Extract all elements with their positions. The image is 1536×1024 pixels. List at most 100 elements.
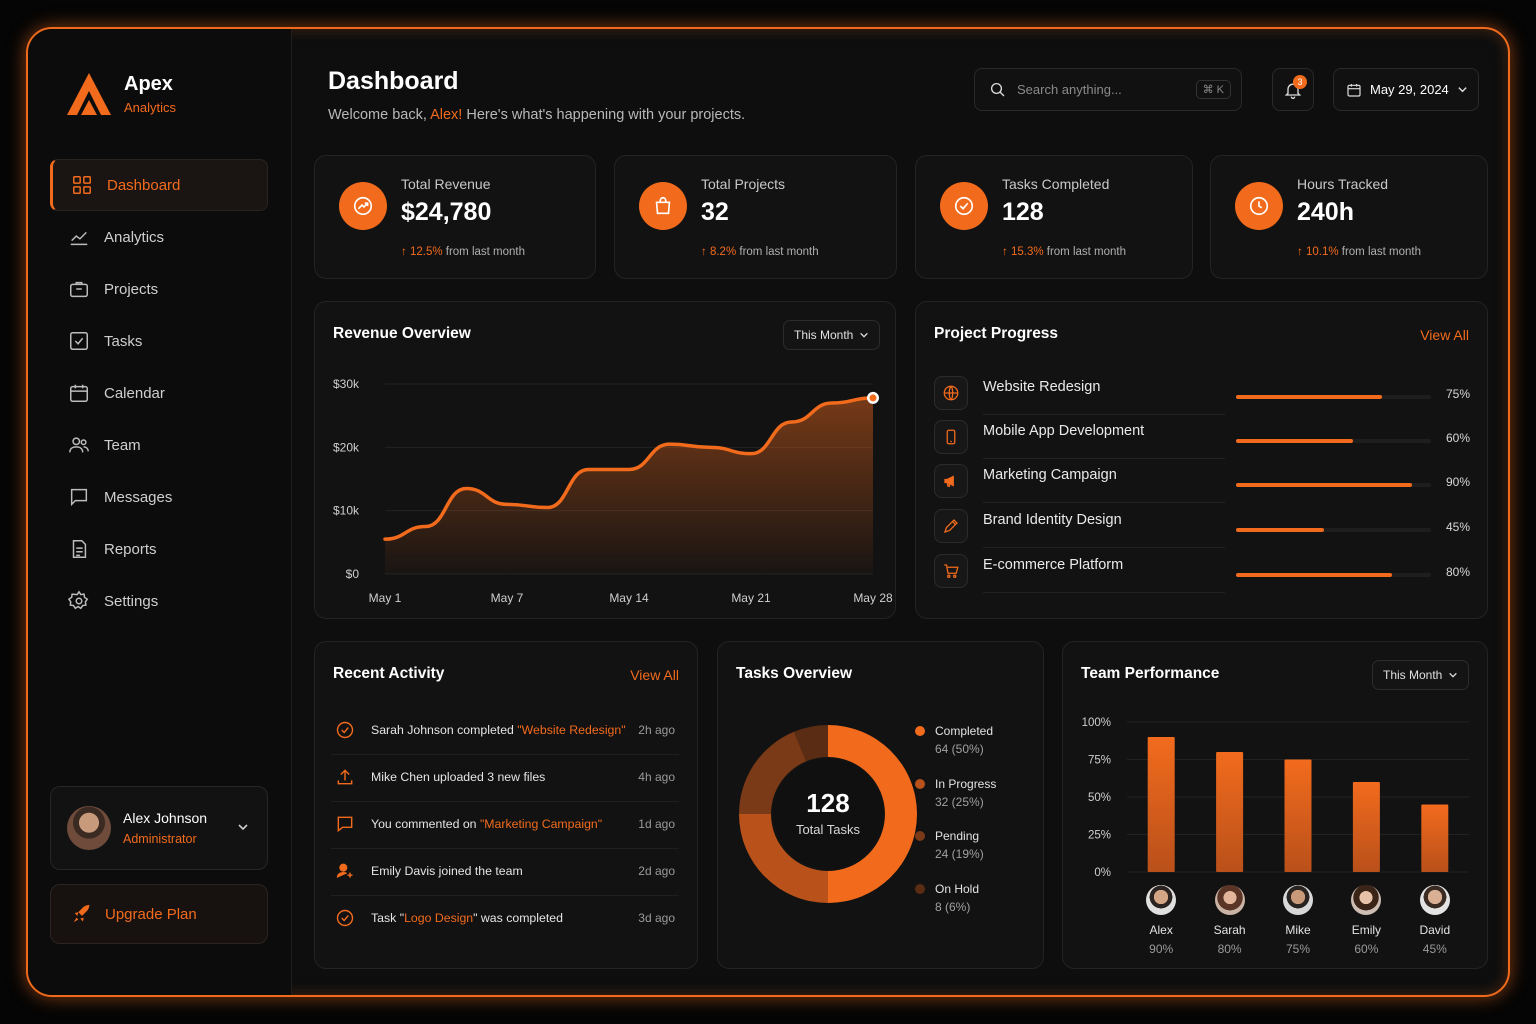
arrow-up-icon: ↑: [1002, 246, 1011, 258]
activity-view-all-link[interactable]: View All: [630, 667, 679, 683]
sidebar-item-label: Tasks: [104, 332, 143, 350]
legend-value: 32 (25%): [935, 795, 984, 809]
grid-icon: [73, 176, 91, 194]
notification-count-badge: 3: [1293, 75, 1307, 89]
date-picker[interactable]: May 29, 2024: [1333, 68, 1479, 111]
sidebar-item-messages[interactable]: Messages: [50, 471, 268, 523]
sidebar-item-projects[interactable]: Projects: [50, 263, 268, 315]
donut-center-label: Total Tasks: [795, 822, 861, 837]
legend-item: Pending 24 (19%): [915, 827, 984, 863]
stat-change-value: 15.3%: [1010, 246, 1044, 258]
project-row[interactable]: Marketing Campaign 90%: [934, 462, 1470, 506]
projects-view-all-link[interactable]: View All: [1420, 327, 1469, 343]
sidebar-item-label: Calendar: [104, 384, 165, 402]
stat-label: Tasks Completed: [1002, 176, 1110, 192]
member-name: David: [1419, 923, 1451, 937]
arrow-up-icon: ↑: [1297, 246, 1306, 258]
sidebar-item-calendar[interactable]: Calendar: [50, 367, 268, 419]
project-row[interactable]: Brand Identity Design 45%: [934, 507, 1470, 551]
revenue-period-dropdown[interactable]: This Month: [783, 320, 881, 350]
avatar: [1351, 885, 1382, 915]
sidebar-item-reports[interactable]: Reports: [50, 523, 268, 575]
activity-text-part: Sarah Johnson completed: [371, 723, 518, 737]
sidebar-item-label: Messages: [104, 488, 173, 506]
sidebar-item-settings[interactable]: Settings: [50, 575, 268, 627]
donut-hole: [773, 759, 883, 869]
project-row[interactable]: E-commerce Platform 80%: [934, 552, 1470, 596]
team-member[interactable]: Emily 60%: [1341, 885, 1391, 956]
card-title: Team Performance: [1081, 665, 1220, 682]
stat-change-suffix: from last month: [739, 246, 819, 258]
search-input[interactable]: [1017, 82, 1187, 97]
welcome-prefix: Welcome back,: [328, 107, 431, 123]
card-title: Project Progress: [934, 325, 1059, 342]
gear-icon: [68, 590, 89, 610]
sidebar-item-analytics[interactable]: Analytics: [50, 211, 268, 263]
activity-item[interactable]: Emily Davis joined the team 2d ago: [331, 849, 679, 896]
bar: [1284, 759, 1312, 872]
activity-time: 1d ago: [638, 817, 675, 831]
message-icon: [70, 488, 88, 507]
brand-logo[interactable]: Apex Analytics: [64, 69, 176, 119]
briefcase-icon: [70, 281, 88, 298]
document-icon: [72, 540, 87, 558]
bar: [1216, 752, 1244, 872]
row-divider: [983, 458, 1225, 459]
member-percent: 45%: [1422, 942, 1447, 956]
notifications-button[interactable]: 3: [1272, 68, 1314, 111]
project-name: Marketing Campaign: [983, 467, 1117, 483]
activity-time: 3d ago: [638, 911, 675, 925]
stat-change-value: 10.1%: [1305, 246, 1339, 258]
sidebar-item-tasks[interactable]: Tasks: [50, 315, 268, 367]
sidebar-item-label: Settings: [104, 592, 159, 610]
upgrade-plan-button[interactable]: Upgrade Plan: [50, 884, 268, 944]
brand-name: Apex: [124, 73, 173, 95]
activity-text: Task "Logo Design" was completed: [371, 911, 563, 925]
tasks-overview-card: Tasks Overview 128 Total Tasks Completed…: [717, 641, 1044, 969]
legend-dot: [915, 884, 925, 894]
search-bar: ⌘ K: [974, 68, 1242, 111]
search-shortcut: ⌘ K: [1195, 80, 1231, 99]
chevron-down-icon[interactable]: [237, 821, 249, 833]
y-tick-label: 100%: [1082, 717, 1111, 729]
member-percent: 75%: [1285, 942, 1311, 956]
date-value: May 29, 2024: [1370, 82, 1449, 97]
sidebar-item-dashboard[interactable]: Dashboard: [50, 159, 268, 211]
stat-change-suffix: from last month: [445, 246, 526, 258]
revenue-line: [383, 396, 875, 541]
recent-activity-card: Recent Activity View All Sarah Johnson c…: [314, 641, 698, 969]
legend-item: Completed 64 (50%): [915, 722, 993, 758]
project-name: Brand Identity Design: [983, 512, 1122, 528]
users-icon: [69, 437, 89, 453]
team-period-dropdown[interactable]: This Month: [1372, 660, 1470, 690]
team-member[interactable]: Sarah 80%: [1205, 885, 1255, 956]
sidebar-item-team[interactable]: Team: [50, 419, 268, 471]
activity-text: You commented on "Marketing Campaign": [371, 817, 602, 831]
team-performance-card: Team Performance This Month 0% 25% 50% 75% 1…: [1062, 641, 1488, 969]
team-member[interactable]: David 45%: [1410, 885, 1460, 956]
progress-track: [1236, 483, 1431, 487]
donut-center-value: 128: [806, 788, 850, 818]
activity-item[interactable]: Task "Logo Design" was completed 3d ago: [331, 896, 679, 943]
x-tick-label: May 14: [609, 591, 649, 605]
activity-item[interactable]: Mike Chen uploaded 3 new files 4h ago: [331, 755, 679, 802]
activity-item[interactable]: You commented on "Marketing Campaign" 1d…: [331, 802, 679, 849]
team-member[interactable]: Alex 90%: [1136, 885, 1186, 956]
user-profile-card[interactable]: Alex Johnson Administrator: [50, 786, 268, 870]
donut-slice: [793, 725, 828, 762]
arrow-up-icon: ↑: [701, 246, 710, 258]
card-title: Recent Activity: [333, 665, 445, 682]
team-member[interactable]: Mike 75%: [1273, 885, 1323, 956]
cart-icon: [934, 554, 968, 588]
megaphone-icon: [934, 464, 968, 498]
avatar: [67, 806, 111, 850]
sidebar-item-label: Reports: [104, 540, 157, 558]
clock-icon: [1235, 182, 1283, 230]
sidebar-item-label: Projects: [104, 280, 159, 298]
check-circle-icon: [940, 182, 988, 230]
upload-icon: [335, 767, 357, 789]
revenue-end-point-inner: [869, 394, 877, 402]
project-row[interactable]: Website Redesign 75%: [934, 374, 1470, 418]
activity-item[interactable]: Sarah Johnson completed "Website Redesig…: [331, 708, 679, 755]
project-row[interactable]: Mobile App Development 60%: [934, 418, 1470, 462]
